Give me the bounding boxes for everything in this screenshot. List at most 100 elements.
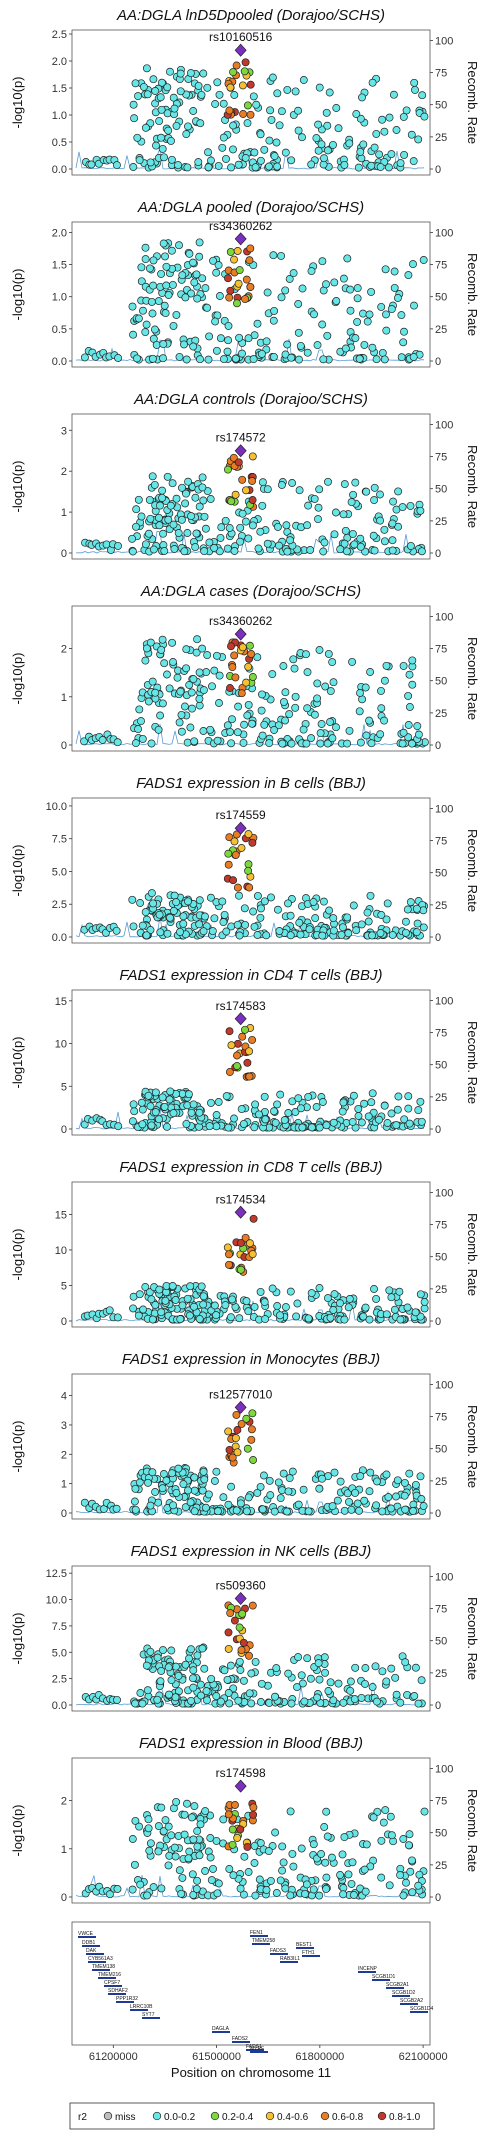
snp-point bbox=[224, 1689, 233, 1697]
snp-point bbox=[388, 519, 397, 528]
snp-point bbox=[362, 1840, 371, 1849]
snp-point bbox=[241, 58, 250, 67]
snp-point bbox=[236, 1825, 245, 1834]
snp-point bbox=[203, 487, 212, 496]
snp-point bbox=[145, 1288, 154, 1297]
y-tick-label: 5.0 bbox=[52, 1647, 67, 1659]
snp-point bbox=[356, 542, 365, 551]
y-tick-label: 10.0 bbox=[46, 1595, 67, 1607]
snp-point bbox=[225, 106, 234, 115]
snp-point bbox=[195, 502, 204, 511]
snp-point bbox=[256, 1287, 265, 1296]
snp-point bbox=[419, 923, 428, 932]
snp-point bbox=[175, 718, 184, 727]
snp-point bbox=[365, 716, 374, 725]
snp-point bbox=[251, 1100, 260, 1109]
y-axis-label: -log10(p) bbox=[10, 1228, 25, 1280]
snp-point bbox=[241, 295, 250, 304]
snp-point bbox=[235, 891, 243, 900]
snp-point bbox=[231, 354, 240, 363]
snp-point bbox=[322, 1807, 331, 1816]
panel-3: AA:DGLA controls (Dorajoo/SCHS) 0 1 2 3 0 25 50… bbox=[10, 391, 480, 560]
snp-point bbox=[384, 163, 393, 172]
snp-point bbox=[359, 309, 367, 318]
snp-point bbox=[229, 876, 238, 885]
snp-point bbox=[98, 736, 107, 744]
snp-point bbox=[222, 154, 230, 163]
snp-point bbox=[229, 145, 237, 154]
snp-point bbox=[250, 1859, 259, 1867]
snp-point bbox=[270, 1107, 278, 1116]
snp-point bbox=[314, 515, 322, 524]
recomb-rate-line bbox=[75, 1875, 425, 1898]
snp-point bbox=[399, 112, 408, 121]
snp-point bbox=[161, 309, 170, 318]
snp-point bbox=[157, 1666, 166, 1675]
snp-point bbox=[228, 1840, 237, 1849]
x-tick-label: 61800000 bbox=[295, 2051, 344, 2063]
snp-point bbox=[289, 1862, 298, 1871]
snp-point bbox=[349, 490, 358, 499]
snp-point bbox=[199, 1300, 208, 1309]
recomb-tick-label: 100 bbox=[435, 611, 453, 623]
snp-point bbox=[356, 147, 365, 156]
snp-point bbox=[169, 906, 178, 915]
snp-point bbox=[242, 1414, 251, 1423]
snp-point bbox=[239, 1638, 248, 1647]
y-tick-label: 0 bbox=[61, 1316, 67, 1328]
snp-point bbox=[237, 1646, 246, 1655]
snp-point bbox=[315, 1123, 324, 1132]
gene-label: SDHAF2 bbox=[108, 1988, 128, 1994]
snp-point bbox=[207, 1876, 216, 1885]
snp-point bbox=[354, 1104, 363, 1113]
snp-point bbox=[230, 547, 239, 555]
snp-point bbox=[393, 1476, 402, 1485]
snp-point bbox=[329, 678, 338, 687]
snp-point bbox=[383, 899, 392, 908]
snp-point bbox=[279, 662, 288, 670]
y-tick-label: 0 bbox=[61, 1892, 67, 1904]
recomb-axis-label: Recomb. Rate bbox=[465, 637, 480, 720]
snp-point bbox=[315, 485, 324, 494]
snp-point bbox=[204, 163, 213, 172]
snp-point bbox=[214, 161, 223, 170]
y-tick-label: 7.5 bbox=[52, 1621, 67, 1633]
snp-point bbox=[326, 687, 335, 696]
snp-point bbox=[168, 1469, 176, 1478]
snp-point bbox=[244, 860, 253, 869]
lead-snp-marker bbox=[234, 444, 247, 458]
snp-point bbox=[224, 1644, 233, 1653]
snp-point bbox=[243, 1842, 252, 1851]
snp-point bbox=[243, 101, 252, 110]
y-tick-label: 0.0 bbox=[52, 164, 67, 176]
snp-point bbox=[226, 727, 235, 736]
snp-point bbox=[183, 738, 192, 747]
y-tick-label: 2.5 bbox=[52, 29, 67, 41]
recomb-tick-label: 25 bbox=[435, 1476, 447, 1488]
snp-point bbox=[338, 1850, 347, 1859]
snp-point bbox=[360, 1496, 369, 1505]
recomb-tick-label: 0 bbox=[435, 548, 441, 560]
y-tick-label: 1.5 bbox=[52, 83, 67, 95]
snp-point bbox=[208, 927, 217, 936]
snp-point bbox=[187, 512, 196, 521]
gene-label: PPP1R32 bbox=[116, 1996, 138, 2002]
snp-point bbox=[114, 541, 122, 550]
snp-point bbox=[358, 93, 366, 102]
snp-point bbox=[212, 346, 221, 355]
snp-point bbox=[271, 1828, 280, 1837]
snp-point bbox=[317, 1850, 326, 1858]
snp-point bbox=[165, 684, 174, 693]
snp-point bbox=[176, 687, 185, 696]
snp-point bbox=[242, 1507, 251, 1516]
snp-point bbox=[244, 534, 253, 543]
snp-point bbox=[229, 453, 238, 462]
snp-point bbox=[241, 920, 250, 929]
snp-point bbox=[80, 737, 89, 746]
lead-snp-label: rs34360262 bbox=[209, 219, 273, 233]
snp-point bbox=[186, 1282, 195, 1291]
snp-point bbox=[329, 914, 338, 923]
snp-point bbox=[244, 1307, 253, 1316]
lead-snp-label: rs10160516 bbox=[209, 30, 273, 44]
snp-point bbox=[399, 1835, 408, 1843]
